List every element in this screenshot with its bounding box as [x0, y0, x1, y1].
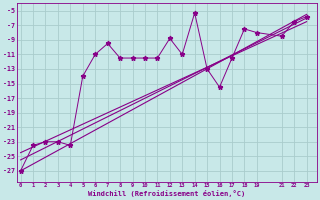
X-axis label: Windchill (Refroidissement éolien,°C): Windchill (Refroidissement éolien,°C) — [88, 190, 245, 197]
